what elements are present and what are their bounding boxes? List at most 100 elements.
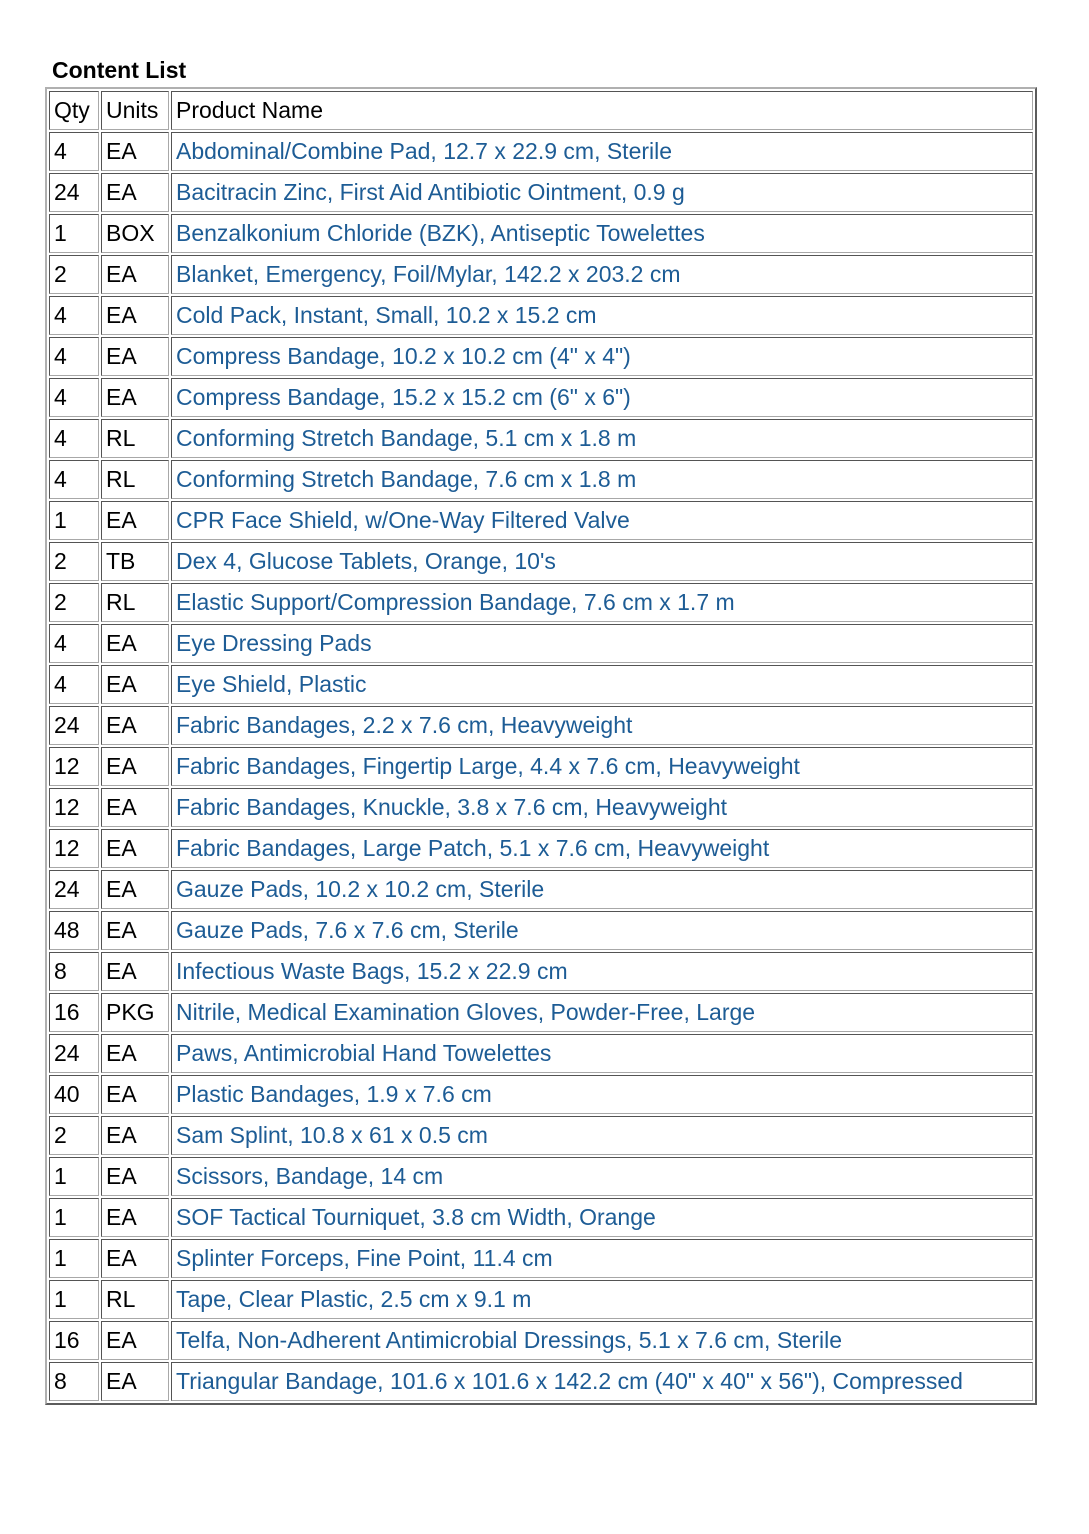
product-name-cell[interactable]: Paws, Antimicrobial Hand Towelettes [171, 1034, 1033, 1073]
product-name-cell[interactable]: Telfa, Non-Adherent Antimicrobial Dressi… [171, 1321, 1033, 1360]
product-name-cell[interactable]: Fabric Bandages, Large Patch, 5.1 x 7.6 … [171, 829, 1033, 868]
qty-cell: 24 [49, 173, 99, 212]
product-name-cell[interactable]: Compress Bandage, 15.2 x 15.2 cm (6" x 6… [171, 378, 1033, 417]
qty-cell: 24 [49, 706, 99, 745]
product-name-cell[interactable]: Elastic Support/Compression Bandage, 7.6… [171, 583, 1033, 622]
qty-cell: 1 [49, 1198, 99, 1237]
table-row: 1 EA Splinter Forceps, Fine Point, 11.4 cm [49, 1239, 1033, 1278]
units-cell: EA [101, 1321, 169, 1360]
units-cell: RL [101, 419, 169, 458]
table-row: 24 EA Bacitracin Zinc, First Aid Antibioti… [49, 173, 1033, 212]
qty-cell: 2 [49, 583, 99, 622]
product-name-cell[interactable]: Infectious Waste Bags, 15.2 x 22.9 cm [171, 952, 1033, 991]
product-name-cell[interactable]: Conforming Stretch Bandage, 5.1 cm x 1.8… [171, 419, 1033, 458]
table-row: 40 EA Plastic Bandages, 1.9 x 7.6 cm [49, 1075, 1033, 1114]
qty-cell: 12 [49, 747, 99, 786]
product-name-cell[interactable]: Benzalkonium Chloride (BZK), Antiseptic … [171, 214, 1033, 253]
header-row: Qty Units Product Name [49, 91, 1033, 130]
units-cell: EA [101, 952, 169, 991]
units-cell: EA [101, 378, 169, 417]
units-cell: EA [101, 1362, 169, 1401]
product-name-cell[interactable]: Dex 4, Glucose Tablets, Orange, 10's [171, 542, 1033, 581]
table-row: 4 EA Eye Dressing Pads [49, 624, 1033, 663]
units-cell: BOX [101, 214, 169, 253]
product-name-cell[interactable]: Gauze Pads, 10.2 x 10.2 cm, Sterile [171, 870, 1033, 909]
product-name-cell[interactable]: Tape, Clear Plastic, 2.5 cm x 9.1 m [171, 1280, 1033, 1319]
product-name-cell[interactable]: CPR Face Shield, w/One-Way Filtered Valv… [171, 501, 1033, 540]
header-product-name: Product Name [171, 91, 1033, 130]
table-row: 2 EA Blanket, Emergency, Foil/Mylar, 142.2… [49, 255, 1033, 294]
product-name-cell[interactable]: Blanket, Emergency, Foil/Mylar, 142.2 x … [171, 255, 1033, 294]
table-row: 4 EA Abdominal/Combine Pad, 12.7 x 22.9 cm… [49, 132, 1033, 171]
units-cell: EA [101, 1034, 169, 1073]
product-name-cell[interactable]: Nitrile, Medical Examination Gloves, Pow… [171, 993, 1033, 1032]
units-cell: EA [101, 337, 169, 376]
units-cell: RL [101, 1280, 169, 1319]
product-name-cell[interactable]: Abdominal/Combine Pad, 12.7 x 22.9 cm, S… [171, 132, 1033, 171]
table-row: 1 EA SOF Tactical Tourniquet, 3.8 cm Width… [49, 1198, 1033, 1237]
qty-cell: 12 [49, 788, 99, 827]
qty-cell: 12 [49, 829, 99, 868]
qty-cell: 4 [49, 624, 99, 663]
table-row: 4 EA Compress Bandage, 10.2 x 10.2 cm (4" … [49, 337, 1033, 376]
table-row: 4 EA Cold Pack, Instant, Small, 10.2 x 15.… [49, 296, 1033, 335]
product-name-cell[interactable]: Bacitracin Zinc, First Aid Antibiotic Oi… [171, 173, 1033, 212]
units-cell: EA [101, 1075, 169, 1114]
table-row: 1 EA Scissors, Bandage, 14 cm [49, 1157, 1033, 1196]
units-cell: TB [101, 542, 169, 581]
product-name-cell[interactable]: Fabric Bandages, 2.2 x 7.6 cm, Heavyweig… [171, 706, 1033, 745]
table-row: 12 EA Fabric Bandages, Fingertip Large, 4.… [49, 747, 1033, 786]
qty-cell: 40 [49, 1075, 99, 1114]
units-cell: EA [101, 1239, 169, 1278]
units-cell: EA [101, 501, 169, 540]
product-name-cell[interactable]: Plastic Bandages, 1.9 x 7.6 cm [171, 1075, 1033, 1114]
qty-cell: 4 [49, 419, 99, 458]
product-name-cell[interactable]: Scissors, Bandage, 14 cm [171, 1157, 1033, 1196]
product-name-cell[interactable]: Conforming Stretch Bandage, 7.6 cm x 1.8… [171, 460, 1033, 499]
units-cell: EA [101, 788, 169, 827]
table-row: 16 EA Telfa, Non-Adherent Antimicrobial Dr… [49, 1321, 1033, 1360]
qty-cell: 8 [49, 1362, 99, 1401]
product-name-cell[interactable]: Fabric Bandages, Knuckle, 3.8 x 7.6 cm, … [171, 788, 1033, 827]
product-name-cell[interactable]: Splinter Forceps, Fine Point, 11.4 cm [171, 1239, 1033, 1278]
units-cell: EA [101, 1198, 169, 1237]
units-cell: EA [101, 624, 169, 663]
qty-cell: 4 [49, 296, 99, 335]
table-row: 2 EA Sam Splint, 10.8 x 61 x 0.5 cm [49, 1116, 1033, 1155]
content-table: Qty Units Product Name 4 EA Abdominal/Comb… [45, 87, 1037, 1405]
units-cell: EA [101, 829, 169, 868]
qty-cell: 16 [49, 993, 99, 1032]
units-cell: EA [101, 870, 169, 909]
product-name-cell[interactable]: Compress Bandage, 10.2 x 10.2 cm (4" x 4… [171, 337, 1033, 376]
qty-cell: 2 [49, 255, 99, 294]
product-name-cell[interactable]: Cold Pack, Instant, Small, 10.2 x 15.2 c… [171, 296, 1033, 335]
product-name-cell[interactable]: Eye Dressing Pads [171, 624, 1033, 663]
table-row: 24 EA Paws, Antimicrobial Hand Towelettes [49, 1034, 1033, 1073]
table-row: 1 BOX Benzalkonium Chloride (BZK), Antisep… [49, 214, 1033, 253]
qty-cell: 24 [49, 870, 99, 909]
qty-cell: 2 [49, 1116, 99, 1155]
qty-cell: 4 [49, 460, 99, 499]
units-cell: EA [101, 747, 169, 786]
qty-cell: 8 [49, 952, 99, 991]
table-row: 24 EA Fabric Bandages, 2.2 x 7.6 cm, Heavy… [49, 706, 1033, 745]
table-row: 12 EA Fabric Bandages, Large Patch, 5.1 x … [49, 829, 1033, 868]
qty-cell: 1 [49, 501, 99, 540]
product-name-cell[interactable]: Triangular Bandage, 101.6 x 101.6 x 142.… [171, 1362, 1033, 1401]
table-row: 4 EA Eye Shield, Plastic [49, 665, 1033, 704]
table-row: 8 EA Infectious Waste Bags, 15.2 x 22.9 cm [49, 952, 1033, 991]
product-name-cell[interactable]: SOF Tactical Tourniquet, 3.8 cm Width, O… [171, 1198, 1033, 1237]
qty-cell: 24 [49, 1034, 99, 1073]
table-row: 4 RL Conforming Stretch Bandage, 7.6 cm x … [49, 460, 1033, 499]
product-name-cell[interactable]: Eye Shield, Plastic [171, 665, 1033, 704]
qty-cell: 16 [49, 1321, 99, 1360]
units-cell: EA [101, 255, 169, 294]
product-name-cell[interactable]: Sam Splint, 10.8 x 61 x 0.5 cm [171, 1116, 1033, 1155]
units-cell: RL [101, 583, 169, 622]
units-cell: EA [101, 706, 169, 745]
product-name-cell[interactable]: Gauze Pads, 7.6 x 7.6 cm, Sterile [171, 911, 1033, 950]
qty-cell: 4 [49, 337, 99, 376]
product-name-cell[interactable]: Fabric Bandages, Fingertip Large, 4.4 x … [171, 747, 1033, 786]
units-cell: PKG [101, 993, 169, 1032]
table-row: 4 EA Compress Bandage, 15.2 x 15.2 cm (6" … [49, 378, 1033, 417]
